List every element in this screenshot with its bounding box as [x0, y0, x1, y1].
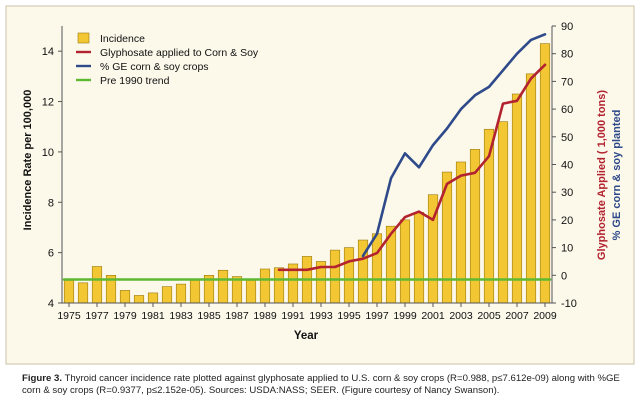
bar-1994 — [329, 249, 341, 304]
bar-1976 — [77, 282, 89, 304]
y-right-tick-30: 30 — [561, 187, 573, 199]
x-axis-title: Year — [294, 330, 319, 342]
y-left-tick-6: 6 — [48, 248, 54, 260]
bar-1995 — [343, 247, 355, 304]
x-tick-1999: 1999 — [393, 310, 417, 322]
y-left-tick-8: 8 — [48, 197, 54, 209]
x-tick-2009: 2009 — [533, 310, 557, 322]
bar-2003 — [455, 161, 467, 304]
bar-1986 — [217, 269, 229, 304]
bar-1997 — [371, 233, 383, 304]
y-right-tick-60: 60 — [561, 104, 573, 116]
y-right-tick--10: -10 — [561, 298, 577, 310]
y-axis-right-title-ge: % GE corn & soy planted — [611, 110, 623, 241]
y-right-tick-90: 90 — [561, 21, 573, 33]
bar-2000 — [413, 212, 425, 304]
x-tick-1987: 1987 — [225, 310, 249, 322]
legend-label-1: Glyphosate applied to Corn & Soy — [100, 47, 259, 59]
y-right-tick-70: 70 — [561, 76, 573, 88]
bar-1980 — [133, 295, 145, 304]
bar-1975 — [63, 280, 75, 304]
bar-2006 — [497, 121, 509, 304]
y-left-tick-4: 4 — [48, 298, 54, 310]
legend-label-2: % GE corn & soy crops — [100, 61, 209, 73]
x-tick-1981: 1981 — [141, 310, 165, 322]
bar-1982 — [161, 286, 173, 304]
x-tick-1985: 1985 — [197, 310, 221, 322]
x-tick-2005: 2005 — [477, 310, 501, 322]
x-tick-1989: 1989 — [253, 310, 277, 322]
x-tick-2007: 2007 — [505, 310, 529, 322]
y-right-tick-50: 50 — [561, 132, 573, 144]
bar-1999 — [399, 219, 411, 304]
bar-2007 — [511, 93, 523, 304]
x-tick-1997: 1997 — [365, 310, 389, 322]
x-tick-1977: 1977 — [85, 310, 109, 322]
x-tick-1979: 1979 — [113, 310, 137, 322]
x-tick-1975: 1975 — [57, 310, 81, 322]
line-glyphosate-applied-to-corn-soy — [277, 63, 547, 272]
x-tick-1995: 1995 — [337, 310, 361, 322]
y-left-tick-10: 10 — [42, 147, 54, 159]
legend-label-3: Pre 1990 trend — [100, 75, 170, 87]
y-right-tick-80: 80 — [561, 49, 573, 61]
x-tick-1983: 1983 — [169, 310, 193, 322]
bar-1984 — [189, 280, 201, 304]
y-left-tick-14: 14 — [42, 46, 54, 58]
x-tick-1991: 1991 — [281, 310, 305, 322]
legend-label-0: Incidence — [100, 33, 145, 45]
x-tick-2001: 2001 — [421, 310, 445, 322]
bar-1990 — [273, 267, 285, 304]
caption-label: Figure 3. — [22, 373, 62, 384]
chart: 4 6 8 10 12 14 -10 0 10 20 30 40 50 60 70 80 90 1975 1977 1… — [5, 5, 635, 365]
bar-1977 — [91, 266, 103, 304]
bar-1981 — [147, 292, 159, 304]
y-right-tick-20: 20 — [561, 215, 573, 227]
figure-caption: Figure 3. Thyroid cancer incidence rate … — [22, 373, 622, 397]
y-right-tick-0: 0 — [561, 270, 567, 282]
legend-swatch-incidence — [77, 32, 90, 44]
bar-1988 — [245, 280, 257, 304]
line-ge-corn-soy-crops — [361, 33, 547, 258]
bar-1979 — [119, 290, 131, 304]
y-axis-right-title-glyphosate: Glyphosate Applied ( 1,000 tons) — [596, 90, 608, 260]
bar-1983 — [175, 283, 187, 304]
y-right-tick-10: 10 — [561, 243, 573, 255]
y-axis-left-title: Incidence Rate per 100,000 — [22, 90, 34, 231]
caption-text: Thyroid cancer incidence rate plotted ag… — [22, 373, 620, 396]
bar-2008 — [525, 73, 537, 304]
bar-1989 — [259, 268, 271, 304]
y-right-tick-40: 40 — [561, 160, 573, 172]
x-tick-1993: 1993 — [309, 310, 333, 322]
x-tick-2003: 2003 — [449, 310, 473, 322]
y-left-tick-12: 12 — [42, 97, 54, 109]
bar-2009 — [539, 43, 551, 304]
